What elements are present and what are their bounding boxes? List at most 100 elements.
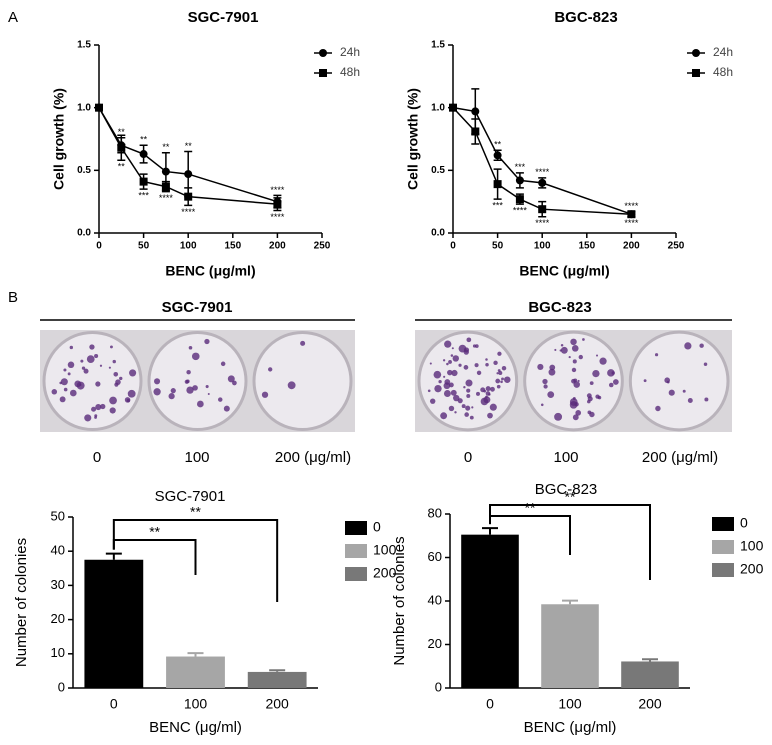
colony <box>458 363 462 367</box>
bar <box>461 534 519 688</box>
panel-label: A <box>8 9 18 26</box>
significance-label: **** <box>624 201 639 211</box>
x-tick-label: 200 <box>638 696 662 712</box>
photo-title: BGC-823 <box>528 299 591 316</box>
colony <box>572 397 576 400</box>
legend-label: 24h <box>713 45 733 59</box>
colony <box>569 401 578 409</box>
colony <box>427 389 431 393</box>
colony <box>572 414 579 421</box>
photo-label: 0 <box>464 449 472 466</box>
colony <box>89 344 95 350</box>
colony <box>443 390 451 397</box>
colony <box>168 393 175 400</box>
colony <box>63 387 68 392</box>
photo-label: 100 <box>553 449 578 466</box>
colony <box>611 371 615 375</box>
colony <box>223 405 230 412</box>
colony <box>69 389 77 397</box>
colony <box>589 381 594 385</box>
y-tick-label: 1.5 <box>77 40 91 51</box>
colony <box>300 340 306 346</box>
colony <box>91 406 97 412</box>
colony <box>560 346 568 354</box>
colony <box>501 377 505 381</box>
colony <box>490 386 495 392</box>
colony <box>442 359 446 362</box>
colony <box>205 384 209 389</box>
y-tick-label: 60 <box>428 549 442 564</box>
colony <box>444 340 452 348</box>
colony <box>560 344 564 347</box>
colony <box>429 398 436 404</box>
x-axis-label: BENC (μg/ml) <box>149 719 242 736</box>
legend-label: 48h <box>340 65 360 79</box>
photo-label: 0 <box>93 449 101 466</box>
colony <box>573 381 580 388</box>
colony <box>461 404 466 409</box>
significance-label: ** <box>525 500 536 516</box>
colony <box>466 337 472 343</box>
significance-label: **** <box>159 193 174 203</box>
colony <box>607 369 615 377</box>
colony <box>597 396 600 399</box>
colony <box>268 367 273 372</box>
y-tick-label: 40 <box>428 592 442 607</box>
colony <box>483 389 487 393</box>
colony <box>109 407 116 414</box>
colony <box>487 412 493 419</box>
x-tick-label: 200 <box>623 241 640 252</box>
colony <box>451 369 458 377</box>
y-tick-label: 0 <box>58 679 65 694</box>
colony <box>440 412 448 420</box>
legend-swatch <box>712 517 734 531</box>
colony <box>220 361 226 367</box>
colony <box>74 380 82 388</box>
colony <box>60 378 68 386</box>
colony <box>457 398 463 404</box>
x-tick-label: 50 <box>138 241 150 252</box>
colony <box>497 351 502 356</box>
colony <box>542 378 548 385</box>
significance-label: ** <box>565 489 576 505</box>
marker <box>449 103 457 112</box>
panel-label: B <box>8 289 18 306</box>
colony <box>485 395 488 399</box>
significance-label: ** <box>162 142 170 152</box>
error-bar <box>482 527 498 535</box>
marker <box>471 107 480 116</box>
significance-label: ** <box>190 504 201 520</box>
marker <box>493 151 502 160</box>
significance-label: **** <box>624 218 639 228</box>
colony <box>153 388 161 396</box>
significance-bracket <box>489 504 651 580</box>
y-tick-label: 0.0 <box>431 228 445 239</box>
line <box>98 107 278 205</box>
x-tick-label: 0 <box>486 696 494 712</box>
colony <box>463 365 469 370</box>
dish <box>42 331 143 431</box>
colony <box>463 347 470 353</box>
legend-label: 24h <box>340 45 360 59</box>
marker <box>117 143 126 152</box>
colony <box>204 338 210 345</box>
colony <box>466 393 471 398</box>
legend-marker <box>319 49 327 57</box>
x-tick-label: 150 <box>578 241 595 252</box>
colony <box>94 354 99 359</box>
colony <box>83 368 89 374</box>
colony <box>67 361 75 369</box>
significance-label: **** <box>513 206 528 216</box>
colony <box>99 364 103 367</box>
colony <box>549 364 556 371</box>
colony <box>493 360 498 366</box>
marker <box>95 103 103 112</box>
x-tick-label: 0 <box>96 241 102 252</box>
colony <box>547 391 555 398</box>
colony <box>578 354 583 360</box>
colony <box>575 410 582 416</box>
colony <box>109 396 117 405</box>
colony <box>496 372 499 375</box>
chart-title: BGC-823 <box>535 481 598 498</box>
marker <box>184 170 193 179</box>
